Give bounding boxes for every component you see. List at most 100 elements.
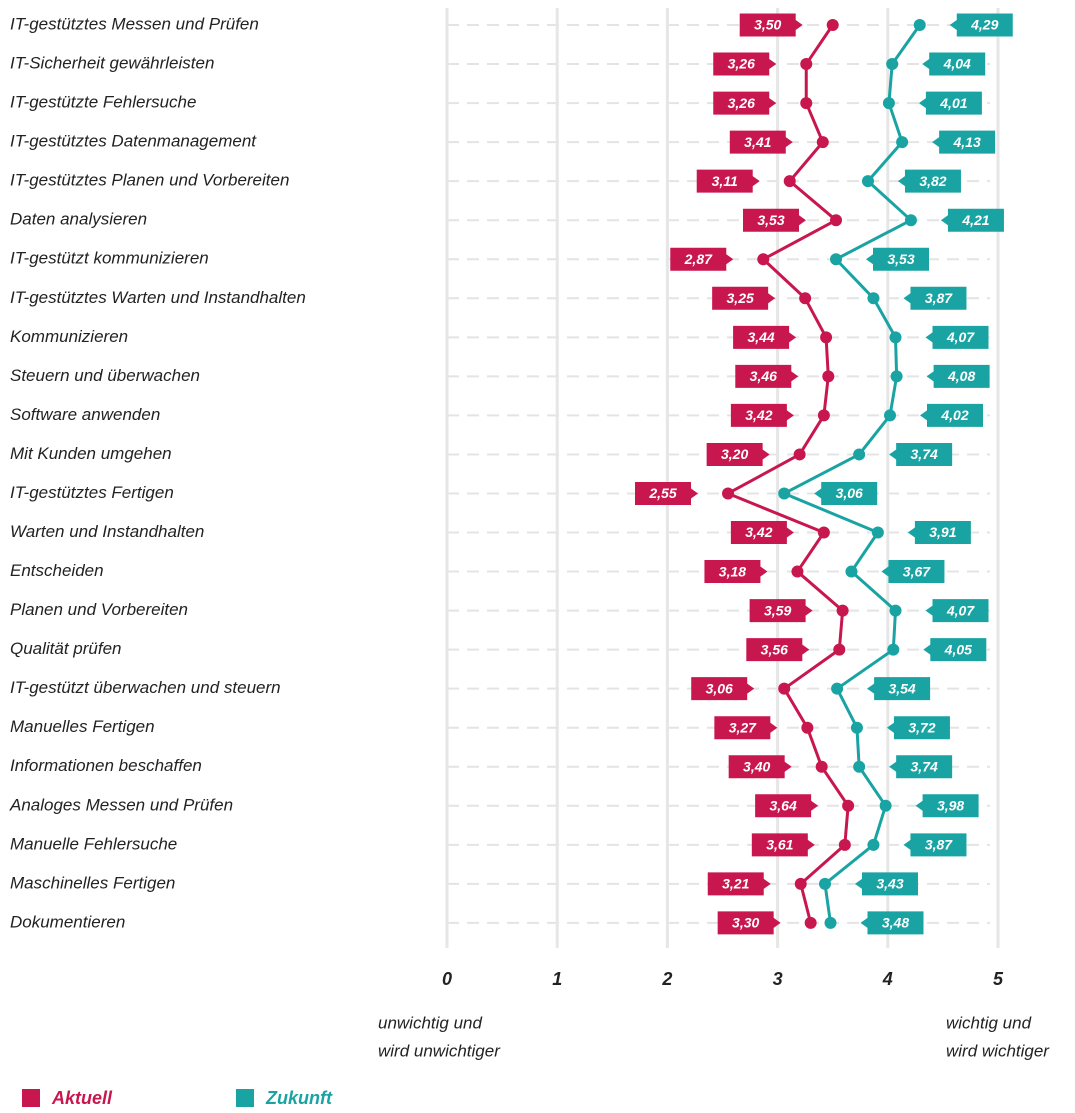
- value-tag: [635, 481, 699, 505]
- value-label: 2,87: [684, 251, 713, 267]
- point: [824, 916, 837, 929]
- axis-note-low: wird unwichtiger: [378, 1041, 501, 1060]
- series-line: [726, 24, 850, 924]
- value-tag: [814, 481, 878, 505]
- value-tag: [749, 599, 813, 623]
- value-label: 3,82: [919, 173, 946, 189]
- value-label: 4,02: [940, 407, 968, 423]
- x-tick-label: 1: [552, 969, 562, 989]
- category-label: Mit Kunden umgehen: [10, 444, 172, 463]
- series-line: [782, 24, 921, 924]
- value-label: 3,18: [719, 563, 746, 579]
- value-label: 3,98: [937, 798, 964, 814]
- value-label: 3,21: [722, 876, 749, 892]
- value-tag: [860, 911, 924, 935]
- point: [884, 409, 897, 422]
- point: [826, 19, 839, 31]
- point: [799, 292, 812, 305]
- category-label: Manuelle Fehlersuche: [10, 834, 177, 853]
- value-label: 3,54: [888, 680, 915, 696]
- value-label: 3,72: [908, 719, 935, 735]
- category-label: IT-gestütztes Messen und Prüfen: [10, 14, 259, 33]
- category-label: Analoges Messen und Prüfen: [9, 795, 233, 814]
- point: [815, 760, 828, 773]
- value-tag: [691, 677, 755, 701]
- category-label: IT-gestütztes Warten und Instandhalten: [10, 288, 306, 307]
- value-tag: [903, 833, 967, 857]
- value-tag: [889, 442, 953, 466]
- value-tag: [925, 325, 989, 349]
- category-label: Kommunizieren: [10, 327, 128, 346]
- value-label: 3,91: [929, 524, 956, 540]
- value-label: 3,06: [836, 485, 863, 501]
- point: [778, 682, 791, 695]
- value-label: 4,07: [946, 329, 975, 345]
- value-label: 3,06: [706, 680, 733, 696]
- value-tag: [926, 364, 990, 388]
- point: [791, 565, 804, 578]
- value-tag: [886, 716, 950, 740]
- value-tag: [730, 403, 794, 427]
- value-label: 3,26: [728, 56, 755, 72]
- value-tag: [713, 91, 777, 115]
- category-label: Entscheiden: [10, 561, 104, 580]
- value-tag: [907, 521, 971, 545]
- point: [722, 487, 735, 500]
- value-label: 3,48: [882, 915, 909, 931]
- point: [800, 97, 813, 110]
- point: [830, 253, 843, 266]
- category-label: IT-gestütztes Planen und Vorbereiten: [10, 171, 289, 190]
- value-label: 4,13: [953, 134, 981, 150]
- category-label: Warten und Instandhalten: [10, 522, 204, 541]
- value-label: 3,20: [721, 446, 748, 462]
- category-label: Steuern und überwachen: [10, 366, 200, 385]
- value-tag: [713, 52, 777, 76]
- value-tag: [915, 794, 979, 818]
- legend-label: Aktuell: [51, 1088, 113, 1108]
- category-label: Software anwenden: [10, 405, 160, 424]
- category-label: Manuelles Fertigen: [10, 717, 155, 736]
- value-label: 3,56: [761, 641, 788, 657]
- value-tag: [755, 794, 819, 818]
- point: [861, 175, 874, 188]
- value-label: 3,43: [876, 876, 903, 892]
- value-tag: [923, 638, 987, 662]
- value-label: 4,05: [944, 641, 972, 657]
- value-label: 3,11: [712, 173, 738, 189]
- value-tag: [920, 403, 984, 427]
- point: [801, 721, 814, 734]
- point: [817, 526, 830, 539]
- point: [830, 214, 843, 227]
- value-label: 4,08: [947, 368, 975, 384]
- point: [889, 604, 902, 617]
- value-tag: [704, 560, 768, 584]
- value-tag: [932, 130, 996, 154]
- value-label: 3,87: [925, 290, 953, 306]
- value-label: 4,04: [943, 56, 971, 72]
- value-tag: [707, 872, 771, 896]
- point: [783, 175, 796, 188]
- category-label: IT-gestütztes Fertigen: [10, 483, 174, 502]
- value-label: 3,53: [757, 212, 784, 228]
- value-tag: [670, 247, 734, 271]
- value-tag: [940, 208, 1004, 232]
- value-tag: [743, 208, 807, 232]
- point: [887, 643, 900, 656]
- category-label: IT-Sicherheit gewährleisten: [10, 54, 214, 73]
- point: [833, 643, 846, 656]
- point: [913, 19, 926, 31]
- category-label: Daten analysieren: [10, 210, 147, 229]
- value-tag: [866, 247, 930, 271]
- value-label: 4,21: [961, 212, 989, 228]
- x-tick-label: 0: [442, 969, 452, 989]
- value-tag: [717, 911, 781, 935]
- axis-note-low: unwichtig und: [378, 1013, 483, 1032]
- point: [818, 877, 831, 890]
- value-tag: [897, 169, 961, 193]
- point: [890, 370, 903, 383]
- axis-note-high: wichtig und: [946, 1013, 1032, 1032]
- value-label: 4,01: [939, 95, 967, 111]
- value-label: 2,55: [648, 485, 676, 501]
- value-label: 3,61: [766, 837, 793, 853]
